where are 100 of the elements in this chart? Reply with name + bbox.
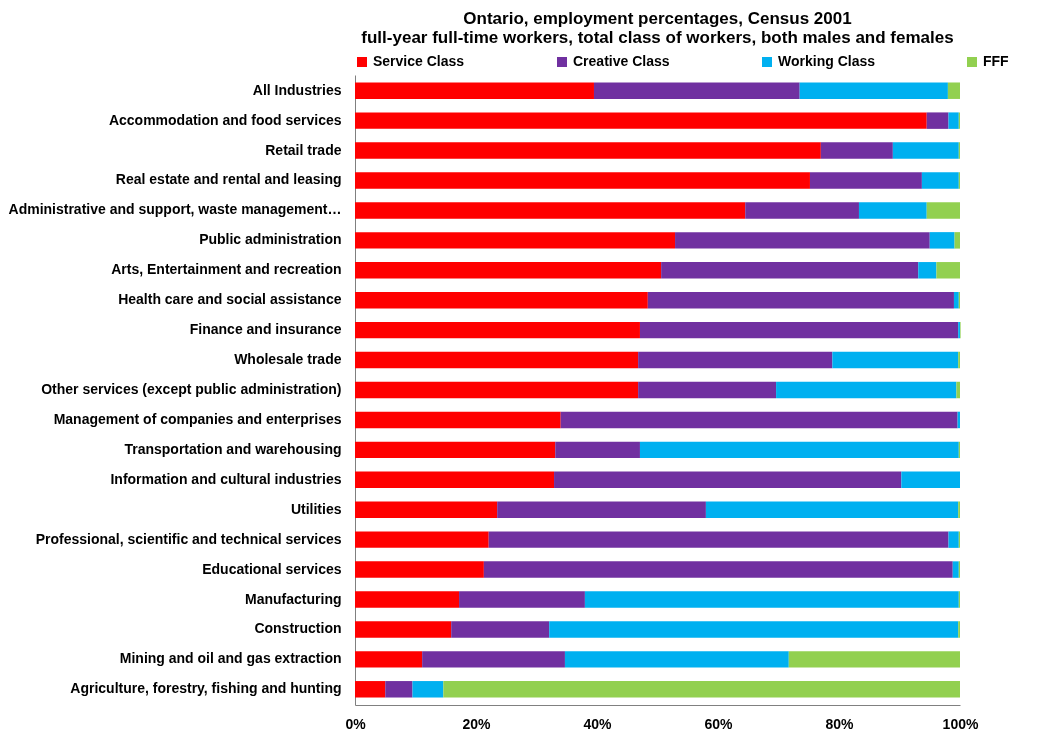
- y-tick-label: Manufacturing: [245, 590, 342, 607]
- legend-label: Working Class: [778, 53, 876, 69]
- x-tick-label: 60%: [704, 715, 734, 732]
- bar: [355, 291, 648, 309]
- y-tick-label: Agriculture, forestry, fishing and hunting: [70, 680, 342, 697]
- bar: [820, 142, 893, 159]
- bar: [584, 591, 959, 608]
- bar: [952, 561, 959, 578]
- bar: [355, 262, 662, 279]
- y-tick-label: Educational services: [202, 560, 342, 577]
- bar: [459, 591, 585, 608]
- bar: [593, 82, 800, 99]
- bar: [385, 681, 413, 698]
- bar: [639, 321, 959, 339]
- bar: [355, 112, 927, 129]
- bar: [745, 202, 859, 219]
- x-tick-label: 80%: [825, 715, 855, 732]
- bar: [947, 82, 960, 99]
- bar: [355, 501, 498, 518]
- bar: [799, 82, 948, 99]
- bar: [638, 351, 833, 369]
- x-tick-label: 40%: [583, 715, 613, 732]
- bar: [564, 651, 789, 668]
- bar: [705, 501, 959, 518]
- bar: [497, 501, 706, 518]
- bar: [451, 621, 550, 638]
- bar: [555, 441, 640, 459]
- bar: [675, 232, 930, 249]
- bar: [412, 681, 444, 698]
- bar: [549, 621, 959, 638]
- bar: [355, 381, 639, 399]
- bar: [355, 591, 460, 608]
- bar: [647, 291, 954, 309]
- bar: [355, 82, 594, 99]
- y-tick-label: Public administration: [199, 231, 342, 248]
- bar: [443, 681, 960, 698]
- bar: [355, 202, 746, 219]
- bar: [948, 531, 959, 548]
- legend-label: Service Class: [373, 53, 465, 69]
- y-tick-label: Other services (except public administration): [41, 381, 342, 397]
- bar: [355, 441, 556, 459]
- y-tick-label: Wholesale trade: [234, 351, 342, 368]
- x-tick-label: 100%: [942, 715, 979, 732]
- bar: [355, 471, 555, 489]
- bar: [809, 172, 922, 189]
- bar: [921, 172, 959, 189]
- bar: [776, 381, 957, 399]
- bar: [355, 351, 639, 369]
- bar: [560, 411, 958, 429]
- bar: [483, 561, 953, 578]
- bar: [355, 172, 810, 189]
- bar: [956, 381, 960, 399]
- bar: [488, 531, 949, 548]
- bar: [639, 441, 959, 459]
- chart-title: Ontario, employment percentages, Census 2001 full-year full-time workers, total class of workers, both males and females: [361, 9, 954, 47]
- y-tick-label: Health care and social assistance: [118, 291, 342, 308]
- y-tick-label: Real estate and rental and leasing: [115, 171, 342, 188]
- legend-label: Creative Class: [573, 53, 670, 69]
- y-tick-label: Accommodation and food services: [108, 111, 342, 128]
- bar: [661, 262, 919, 279]
- bar: [832, 351, 959, 369]
- bar: [355, 651, 423, 668]
- x-tick-label: 0%: [345, 715, 367, 732]
- y-tick-label: Transportation and warehousing: [124, 440, 342, 457]
- y-tick-label: All Industries: [252, 81, 342, 98]
- y-tick-label: Finance and insurance: [189, 321, 342, 338]
- y-tick-label: Management of companies and enterprises: [53, 410, 342, 427]
- y-tick-label: Professional, scientific and technical services: [35, 530, 342, 547]
- bar: [936, 262, 960, 279]
- bar: [892, 142, 959, 159]
- bar: [954, 232, 960, 249]
- bar: [355, 142, 821, 159]
- bar: [638, 381, 777, 399]
- bar: [355, 531, 489, 548]
- y-tick-label: Information and cultural industries: [110, 470, 342, 487]
- y-tick-label: Arts, Entertainment and recreation: [111, 261, 342, 278]
- bar: [929, 232, 955, 249]
- bar: [918, 262, 937, 279]
- bar: [355, 321, 640, 339]
- bar: [355, 561, 484, 578]
- x-tick-label: 20%: [462, 715, 492, 732]
- bar: [355, 681, 386, 698]
- bar: [901, 471, 960, 489]
- bar: [554, 471, 902, 489]
- y-tick-label: Retail trade: [265, 141, 342, 158]
- bar: [355, 411, 561, 429]
- bar: [788, 651, 960, 668]
- y-tick-label: Utilities: [290, 500, 342, 517]
- y-tick-label: Mining and oil and gas extraction: [119, 650, 342, 667]
- bar: [953, 291, 959, 309]
- bar: [926, 202, 960, 219]
- legend-label: FFF: [983, 53, 1010, 69]
- bar: [948, 112, 959, 129]
- bar: [858, 202, 927, 219]
- bar: [355, 232, 676, 249]
- bar: [355, 621, 452, 638]
- y-tick-label: Construction: [254, 620, 342, 637]
- bar: [926, 112, 949, 129]
- bar: [422, 651, 565, 668]
- y-tick-label: Administrative and support, waste management…: [8, 201, 342, 218]
